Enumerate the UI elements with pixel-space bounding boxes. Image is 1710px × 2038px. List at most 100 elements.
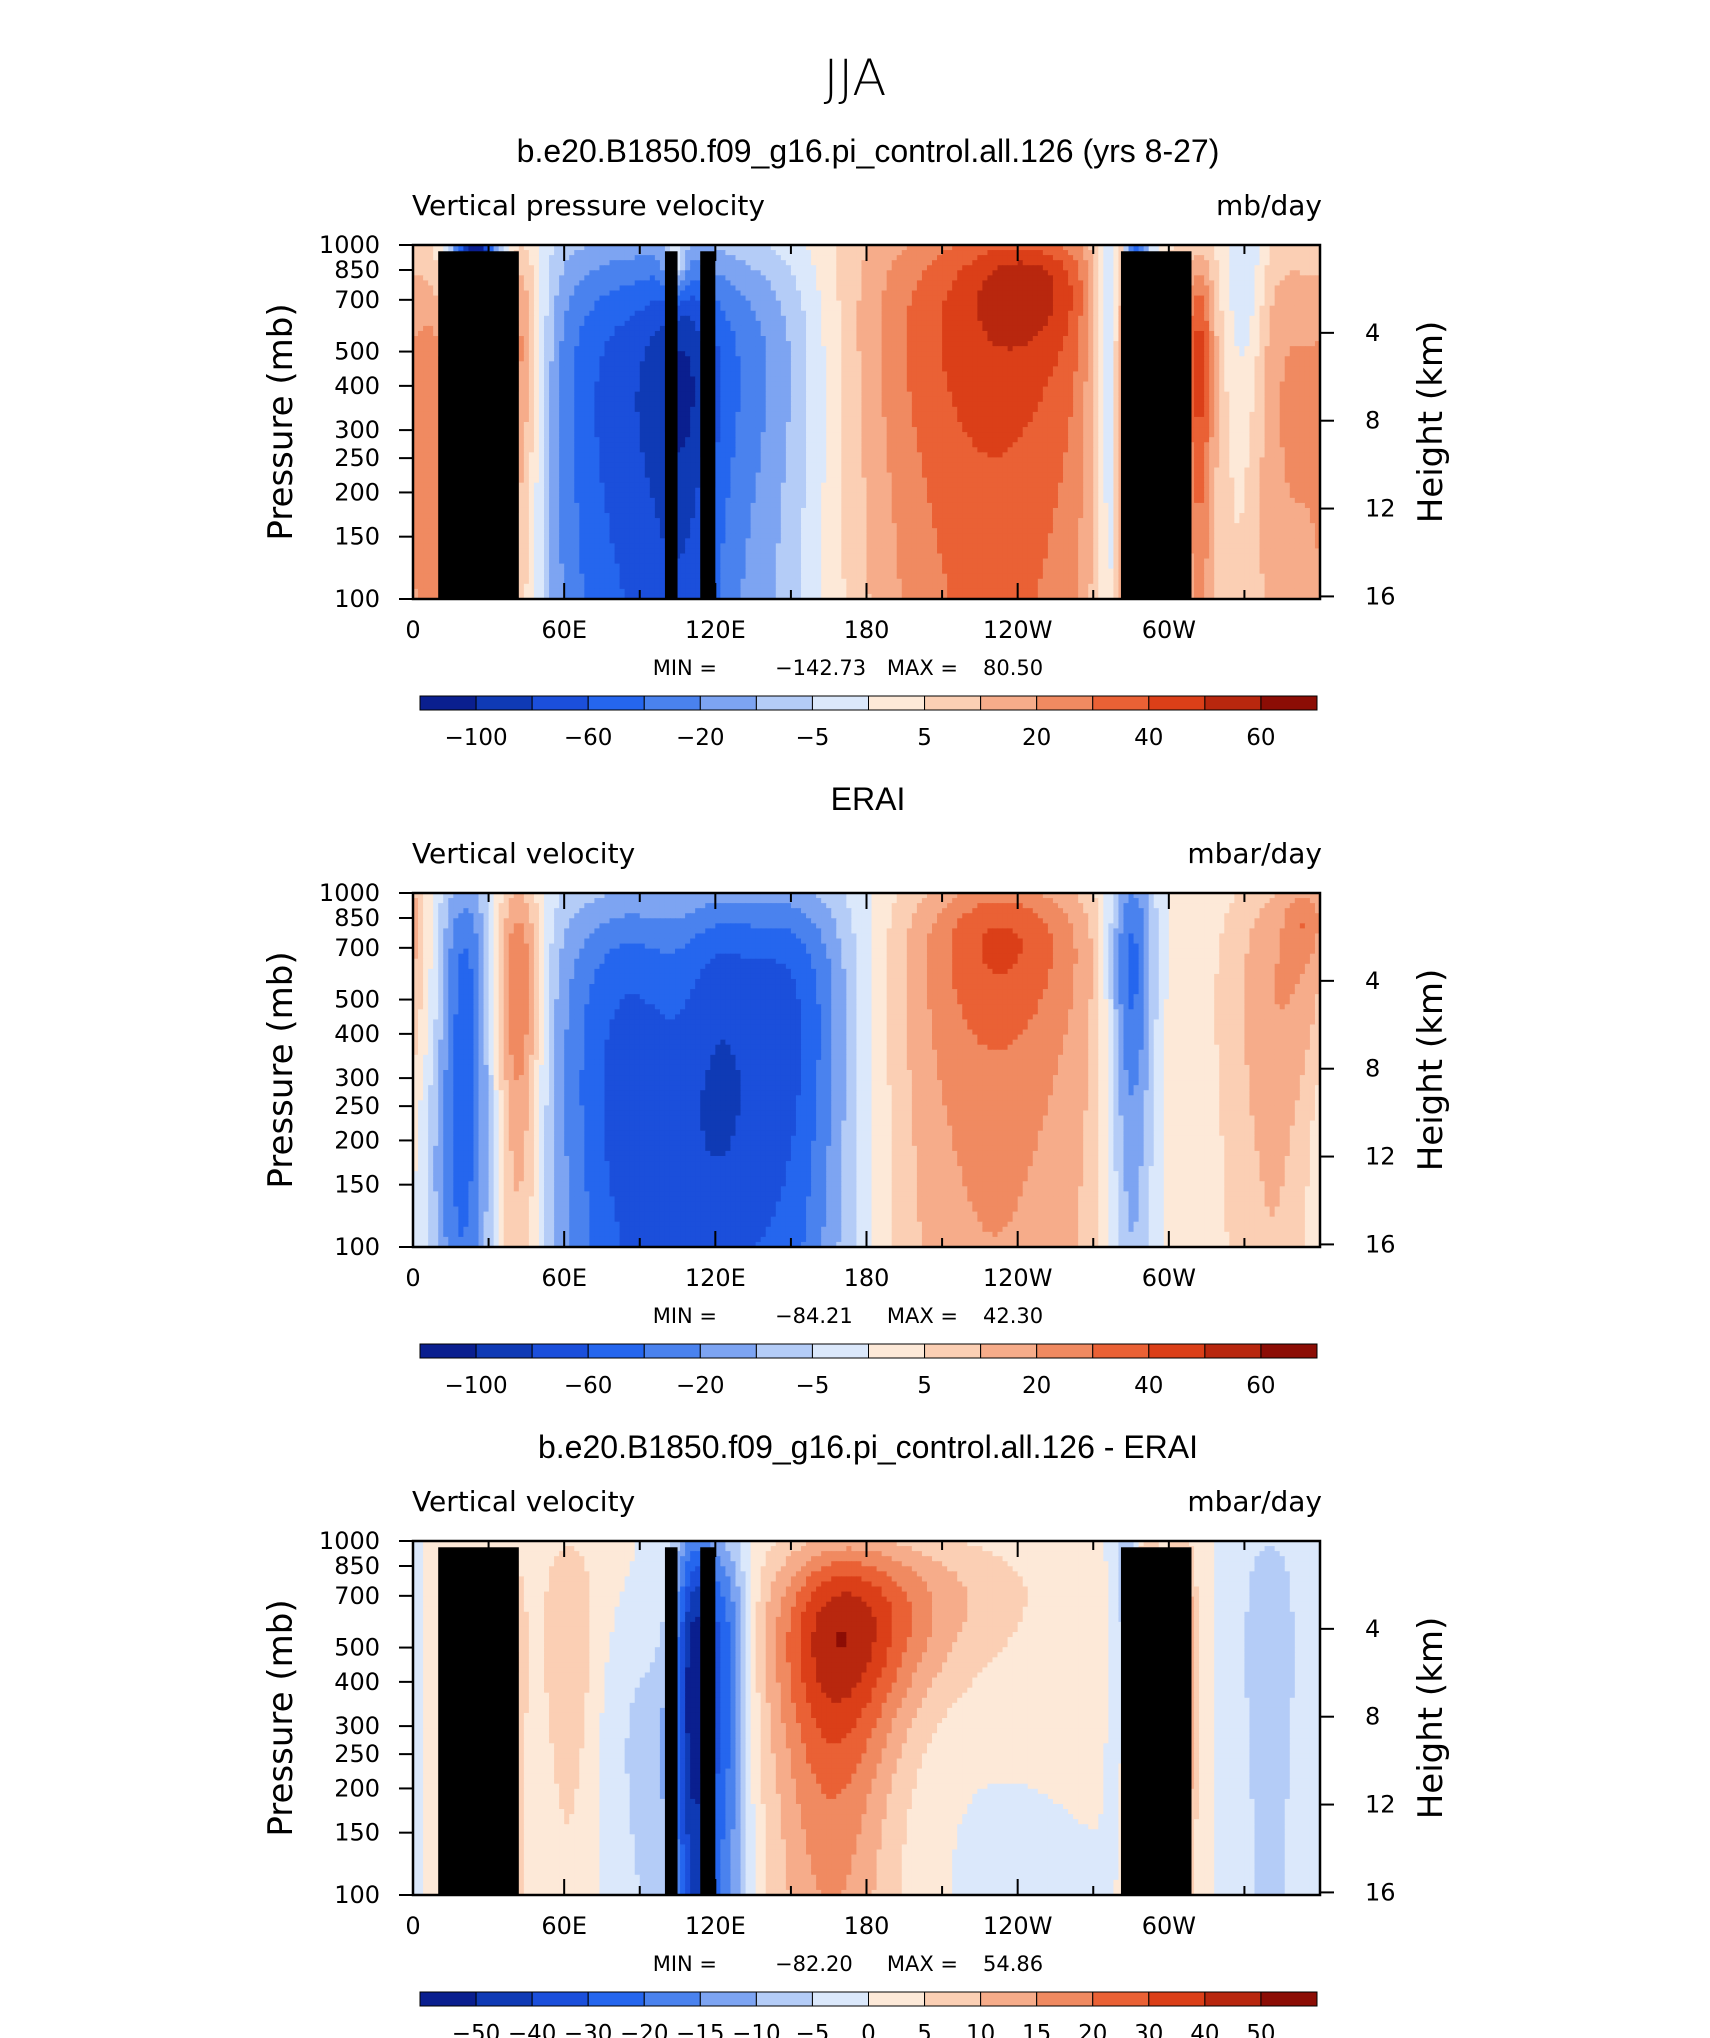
- heat-cell: [1023, 260, 1029, 266]
- heat-cell: [982, 250, 988, 256]
- heat-cell: [856, 255, 862, 261]
- heat-cell: [1280, 250, 1286, 256]
- heat-cell: [992, 260, 998, 266]
- heat-cell: [1285, 275, 1291, 281]
- heat-cell: [1073, 250, 1079, 256]
- heat-cell: [1013, 260, 1019, 266]
- heat-cell: [1108, 250, 1114, 256]
- heat-cell: [579, 275, 585, 281]
- heat-cell: [620, 250, 626, 256]
- heat-cell: [1093, 275, 1099, 281]
- heat-cell: [1108, 270, 1114, 276]
- heat-cell: [1270, 255, 1276, 261]
- heat-cell: [690, 265, 696, 271]
- heat-cell: [559, 265, 565, 271]
- heat-cell: [897, 255, 903, 261]
- heat-cell: [640, 260, 646, 266]
- heat-cell: [615, 270, 621, 276]
- heat-cell: [1033, 260, 1039, 266]
- heat-cell: [1260, 250, 1266, 256]
- heat-cell: [574, 260, 580, 266]
- heat-cell: [741, 265, 747, 271]
- heat-cell: [1043, 275, 1049, 281]
- heat-cell: [851, 275, 857, 281]
- heat-cell: [932, 275, 938, 281]
- heat-cell: [584, 275, 590, 281]
- heat-cell: [635, 255, 641, 261]
- heat-cell: [1224, 250, 1230, 256]
- heat-cell: [1103, 265, 1109, 271]
- heat-cell: [1053, 255, 1059, 261]
- heat-cell: [1018, 260, 1024, 266]
- heat-cell: [806, 260, 812, 266]
- heat-cell: [418, 260, 424, 266]
- heat-cell: [1093, 255, 1099, 261]
- heat-cell: [998, 275, 1004, 281]
- heat-cell: [977, 265, 983, 271]
- heat-cell: [1048, 250, 1054, 256]
- heat-cell: [1023, 255, 1029, 261]
- heat-cell: [992, 265, 998, 271]
- heat-cell: [640, 255, 646, 261]
- heat-cell: [1194, 250, 1200, 256]
- heat-cell: [1305, 265, 1311, 271]
- heat-cell: [1018, 270, 1024, 276]
- heat-cell: [771, 270, 777, 276]
- heat-cell: [1038, 270, 1044, 276]
- heat-cell: [836, 250, 842, 256]
- heat-cell: [524, 270, 530, 276]
- heat-cell: [529, 255, 535, 261]
- heat-cell: [922, 265, 928, 271]
- heat-cell: [902, 250, 908, 256]
- heat-cell: [1008, 260, 1014, 266]
- heat-cell: [1098, 255, 1104, 261]
- heat-cell: [846, 250, 852, 256]
- heat-cell: [1088, 260, 1094, 266]
- heat-cell: [625, 275, 631, 281]
- heat-cell: [912, 260, 918, 266]
- heat-cell: [584, 250, 590, 256]
- heat-cell: [418, 280, 424, 286]
- heat-cell: [917, 275, 923, 281]
- heat-cell: [1008, 265, 1014, 271]
- heat-cell: [756, 260, 762, 266]
- heat-cell: [756, 275, 762, 281]
- units-label: mb/day: [1216, 189, 1322, 222]
- heat-cell: [695, 265, 701, 271]
- heat-cell: [1008, 255, 1014, 261]
- heat-cell: [539, 265, 545, 271]
- heat-cell: [655, 270, 661, 276]
- heat-cell: [776, 250, 782, 256]
- heat-cell: [1194, 255, 1200, 261]
- heat-cell: [826, 270, 832, 276]
- heat-cell: [861, 260, 867, 266]
- heat-cell: [1194, 265, 1200, 271]
- heat-cell: [1028, 265, 1034, 271]
- heat-cell: [861, 265, 867, 271]
- heat-cell: [922, 260, 928, 266]
- heat-cell: [599, 250, 605, 256]
- heat-cell: [1088, 270, 1094, 276]
- heat-cell: [781, 255, 787, 261]
- heat-cell: [1053, 270, 1059, 276]
- heat-cell: [1229, 275, 1235, 281]
- heat-cell: [610, 265, 616, 271]
- heat-cell: [650, 270, 656, 276]
- heat-cell: [771, 250, 777, 256]
- heat-cell: [932, 260, 938, 266]
- heat-cell: [786, 265, 792, 271]
- heat-cell: [655, 275, 661, 281]
- heat-cell: [917, 250, 923, 256]
- heat-cell: [1209, 275, 1215, 281]
- heat-cell: [660, 250, 666, 256]
- heat-cell: [937, 275, 943, 281]
- heat-cell: [428, 265, 434, 271]
- variable-label: Vertical pressure velocity: [412, 189, 765, 222]
- heat-cell: [620, 260, 626, 266]
- heat-cell: [660, 270, 666, 276]
- heat-cell: [599, 255, 605, 261]
- heat-cell: [912, 255, 918, 261]
- heat-cell: [690, 250, 696, 256]
- heat-cell: [655, 255, 661, 261]
- heat-cell: [897, 260, 903, 266]
